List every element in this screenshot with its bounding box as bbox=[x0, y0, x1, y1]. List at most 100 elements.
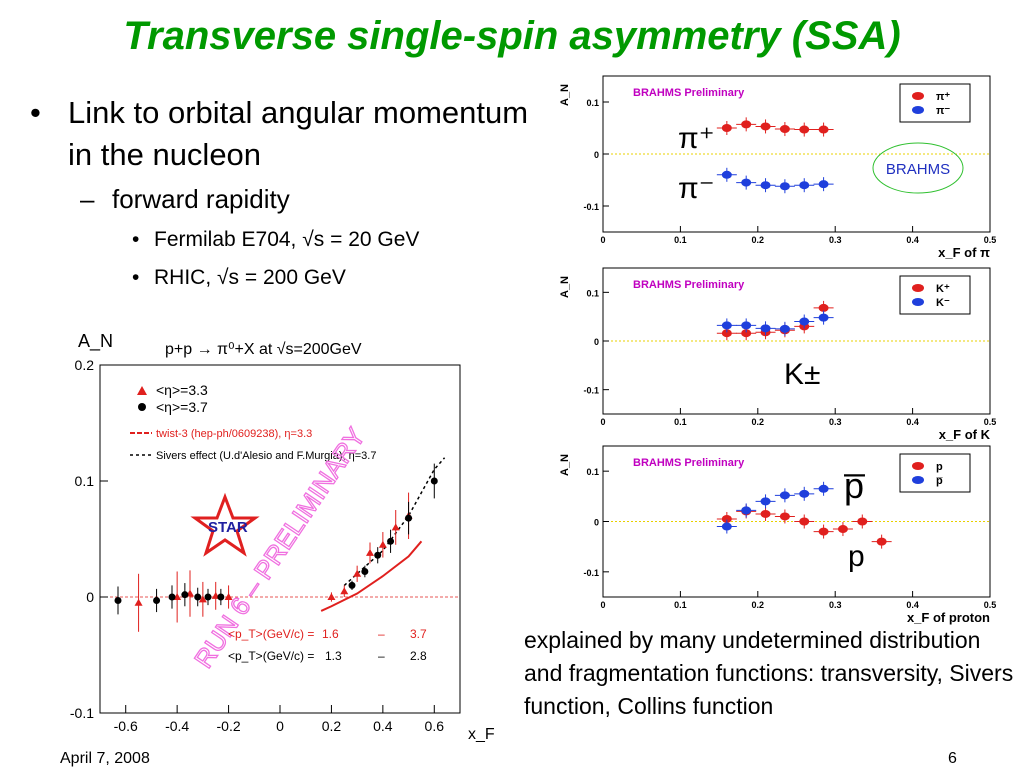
data-point bbox=[760, 509, 771, 518]
data-point-eta37 bbox=[348, 581, 356, 589]
data-point-eta33 bbox=[340, 587, 349, 595]
x-tick-label: 0.2 bbox=[752, 417, 765, 427]
data-point-eta33 bbox=[224, 593, 233, 600]
data-point-eta33 bbox=[327, 593, 336, 600]
x-tick-label: 0 bbox=[600, 235, 605, 245]
data-point bbox=[799, 317, 810, 326]
legend-eta37: <η>=3.7 bbox=[156, 399, 208, 415]
data-point bbox=[721, 514, 732, 523]
brahms-logo: BRAHMS bbox=[886, 161, 950, 178]
data-point bbox=[741, 178, 752, 187]
x-tick-label: 0.3 bbox=[829, 235, 842, 245]
brahms-logo-ring bbox=[872, 142, 964, 194]
data-point-eta33 bbox=[378, 540, 387, 548]
brahms-xlabel: x_F of proton bbox=[907, 610, 990, 625]
data-point bbox=[818, 303, 829, 312]
sub-sub-bullet-rhic: RHIC, √s = 200 GeV bbox=[22, 264, 542, 292]
data-point bbox=[779, 324, 790, 333]
data-point bbox=[721, 124, 732, 132]
x-tick-label: 0.4 bbox=[906, 235, 919, 245]
antiproton-annotation: p̅ bbox=[844, 465, 866, 506]
sub-bullet-rapidity: forward rapidity bbox=[22, 182, 542, 216]
twist3-curve bbox=[320, 540, 423, 612]
legend-marker bbox=[912, 92, 924, 100]
data-point bbox=[799, 517, 810, 526]
x-tick-label: -0.4 bbox=[165, 718, 189, 734]
brahms-proton-plot: A_N 0.1 0 -0.1 0 0.1 0.2 0.3 0.4 0.5x_F of proton… bbox=[559, 445, 996, 625]
data-point bbox=[721, 329, 732, 338]
brahms-xlabel: x_F of K bbox=[939, 427, 991, 442]
brahms-ylabel: A_N bbox=[559, 454, 571, 476]
y-tick-label: -0.1 bbox=[583, 568, 599, 578]
data-point-eta37 bbox=[405, 514, 413, 522]
data-point-eta37 bbox=[114, 596, 122, 604]
data-point bbox=[818, 125, 829, 134]
y-tick-label: 0.1 bbox=[586, 288, 599, 298]
page-number: 6 bbox=[948, 750, 957, 767]
pt-label-black: <p_T>(GeV/c) = bbox=[228, 649, 314, 663]
star-axes: -0.1 0 0.1 0.2 -0.6 -0.4 -0.2 0 0.2 0.4 0.6 bbox=[70, 357, 460, 734]
x-tick-label: 0.5 bbox=[984, 235, 997, 245]
legend-marker bbox=[912, 462, 924, 470]
legend-entry: K⁻ bbox=[936, 297, 950, 309]
x-tick-label: 0.4 bbox=[906, 417, 919, 427]
y-tick-label: -0.1 bbox=[583, 202, 599, 212]
brahms-legend bbox=[899, 453, 971, 493]
legend-entry: π⁻ bbox=[936, 105, 950, 117]
data-point-eta37 bbox=[194, 593, 202, 601]
x-tick-label: 0 bbox=[600, 417, 605, 427]
x-tick-label: 0.6 bbox=[425, 718, 445, 734]
y-tick-label: 0 bbox=[594, 337, 599, 347]
data-point bbox=[779, 182, 790, 191]
explanation-text: explained by many undetermined distribut… bbox=[524, 627, 1014, 719]
legend-marker bbox=[912, 298, 924, 306]
y-tick-label: 0 bbox=[86, 589, 94, 605]
data-point-eta33 bbox=[391, 523, 400, 531]
data-point bbox=[779, 491, 790, 500]
brahms-pion-plot: A_N 0.1 0 -0.1 0 0.1 0.2 0.3 0.4 0.5x_F of π BRAHM… bbox=[559, 75, 997, 260]
y-tick-label: 0 bbox=[594, 150, 599, 160]
data-point bbox=[818, 527, 829, 536]
x-tick-label: -0.6 bbox=[114, 718, 138, 734]
data-point bbox=[760, 324, 771, 333]
legend-circle-marker bbox=[138, 403, 146, 411]
data-point bbox=[837, 525, 848, 534]
y-tick-label: 0.1 bbox=[586, 98, 599, 108]
star-xlabel: x_F bbox=[468, 726, 495, 743]
y-tick-label: -0.1 bbox=[70, 705, 94, 721]
x-tick-label: 0.1 bbox=[674, 235, 687, 245]
data-point bbox=[760, 122, 771, 131]
data-point bbox=[741, 120, 752, 129]
data-point bbox=[721, 321, 732, 330]
star-ylabel: A_N bbox=[78, 331, 113, 352]
data-point bbox=[779, 512, 790, 521]
pt-high-black: 2.8 bbox=[410, 649, 427, 663]
data-point bbox=[760, 181, 771, 190]
data-point-eta37 bbox=[168, 593, 176, 601]
data-point-eta37 bbox=[217, 593, 225, 601]
data-point bbox=[741, 329, 752, 338]
legend-entry: K⁺ bbox=[936, 283, 950, 295]
data-point-eta37 bbox=[387, 537, 395, 545]
data-point bbox=[799, 489, 810, 498]
data-point bbox=[779, 125, 790, 134]
legend-marker bbox=[912, 476, 924, 484]
pt-label-red: <p_T>(GeV/c) = bbox=[228, 627, 314, 641]
data-point-eta37 bbox=[181, 591, 189, 599]
data-point bbox=[760, 497, 771, 506]
data-point-eta33 bbox=[366, 548, 374, 556]
brahms-xlabel: x_F of π bbox=[938, 245, 990, 260]
legend-marker bbox=[912, 284, 924, 292]
data-point bbox=[799, 125, 810, 134]
brahms-legend bbox=[899, 275, 971, 315]
data-point bbox=[721, 170, 732, 179]
data-point bbox=[799, 181, 810, 190]
brahms-ylabel: A_N bbox=[559, 84, 571, 106]
x-tick-label: 0 bbox=[276, 718, 284, 734]
data-point bbox=[721, 522, 732, 531]
slide-title: Transverse single-spin asymmetry (SSA) bbox=[123, 14, 901, 58]
data-point-eta37 bbox=[204, 593, 212, 601]
pt-low-black: 1.3 bbox=[325, 649, 342, 663]
x-tick-label: 0.1 bbox=[674, 600, 687, 610]
data-point-eta37 bbox=[153, 596, 161, 604]
